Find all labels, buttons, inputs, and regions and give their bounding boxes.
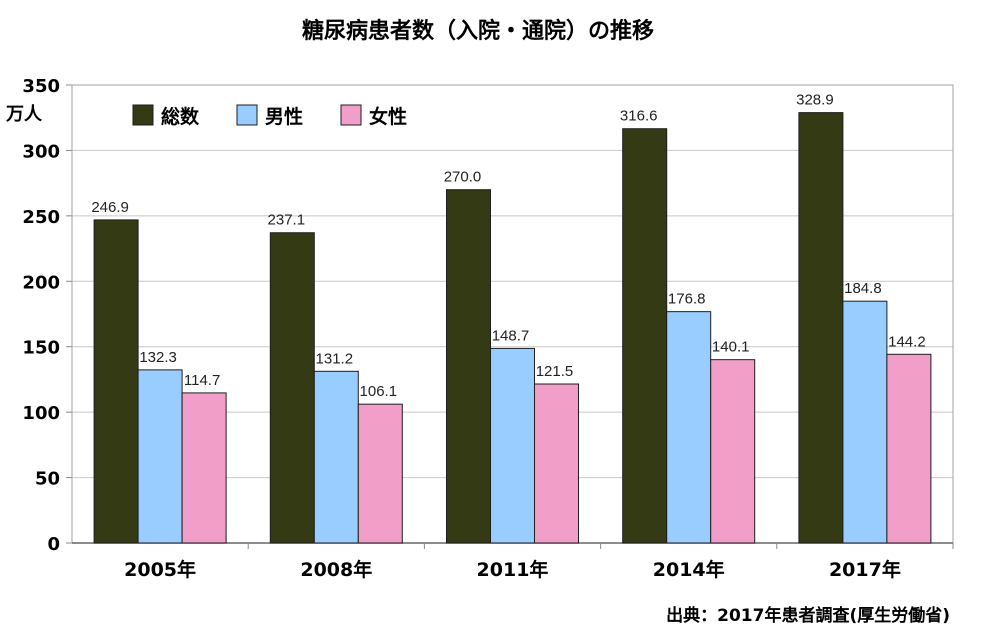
data-label: 132.3 [139, 349, 177, 366]
bar-男性-2008年 [313, 370, 359, 544]
bar-女性-2017年 [886, 353, 932, 544]
chart-title: 糖尿病患者数（入院・通院）の推移 [302, 18, 654, 44]
data-label: 148.7 [492, 327, 530, 344]
bar-女性-2011年 [534, 383, 579, 544]
x-tick-label: 2014年 [653, 558, 725, 581]
data-label: 140.1 [712, 339, 750, 356]
bar-総数-2011年 [446, 189, 491, 544]
source-note: 出典：2017年患者調査(厚生労働省) [666, 605, 950, 626]
data-label: 131.2 [316, 350, 354, 367]
data-label: 106.1 [360, 383, 398, 400]
data-label: 246.9 [91, 199, 129, 216]
legend-swatch [132, 104, 154, 126]
bar-男性-2014年 [666, 311, 712, 544]
bar-男性-2017年 [842, 300, 888, 544]
y-tick-label: 100 [22, 403, 60, 424]
legend-label: 女性 [369, 105, 407, 128]
y-tick-label: 0 [47, 534, 60, 555]
data-label: 114.7 [184, 372, 220, 389]
y-tick-label: 300 [22, 141, 60, 162]
legend-label: 男性 [265, 105, 303, 128]
bar-総数-2014年 [622, 128, 668, 544]
bar-総数-2008年 [269, 232, 315, 544]
y-tick-label: 200 [22, 272, 60, 293]
bar-男性-2005年 [137, 369, 183, 544]
data-label: 144.2 [888, 333, 926, 350]
x-tick-label: 2017年 [829, 558, 901, 581]
legend: 総数 男性 女性 [132, 104, 407, 128]
data-label: 121.5 [536, 363, 574, 380]
legend-swatch [236, 104, 258, 126]
bar-女性-2005年 [181, 392, 227, 544]
data-labels: 246.9 132.3 114.7 237.1 131.2 106.1 270.0 148.7… [91, 92, 925, 401]
y-axis-unit-label: 万人 [5, 104, 43, 125]
data-label: 270.0 [444, 169, 482, 186]
legend-label: 総数 [161, 105, 200, 128]
bar-女性-2014年 [710, 359, 756, 544]
data-label: 328.9 [796, 92, 834, 109]
y-tick-label: 150 [22, 338, 60, 359]
data-label: 237.1 [268, 212, 306, 229]
bars [93, 112, 932, 544]
bar-総数-2005年 [93, 219, 139, 544]
y-tick-label: 50 [35, 469, 60, 490]
bar-男性-2011年 [490, 347, 535, 544]
legend-swatch [340, 104, 362, 126]
x-tick-label: 2008年 [300, 558, 372, 581]
y-tick-label: 350 [22, 76, 60, 97]
data-label: 316.6 [620, 108, 658, 125]
bar-女性-2008年 [357, 403, 403, 544]
bar-総数-2017年 [798, 112, 844, 544]
data-label: 184.8 [844, 280, 882, 297]
x-tick-label: 2005年 [124, 558, 196, 581]
data-label: 176.8 [668, 291, 706, 308]
y-tick-label: 250 [22, 207, 60, 228]
x-tick-label: 2011年 [477, 558, 549, 581]
